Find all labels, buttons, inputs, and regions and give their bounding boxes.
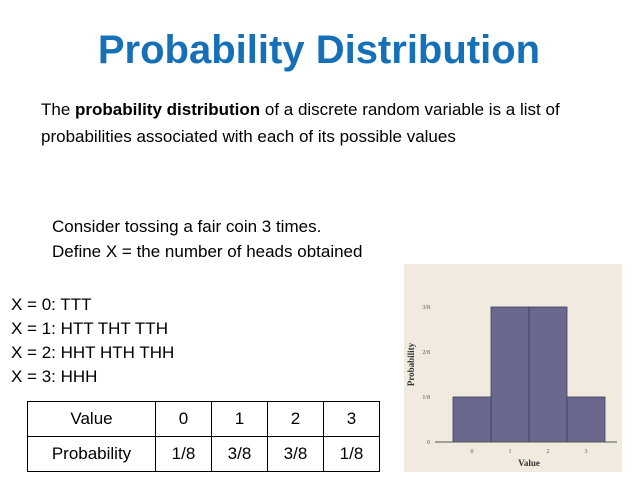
table-row-probability: Probability 1/8 3/8 3/8 1/8	[27, 436, 380, 472]
histogram-svg: 0 1/8 2/8 3/8 0 1 2 3 Value Probability	[406, 305, 617, 468]
outcomes-list: X = 0: TTT X = 1: HTT THT TTH X = 2: HHT…	[11, 293, 371, 389]
table-cell: 1/8	[323, 436, 380, 472]
bars-group	[452, 306, 606, 443]
definition-text: The probability distribution of a discre…	[41, 96, 601, 150]
table-cell: 2	[267, 401, 324, 437]
y-tick-label: 3/8	[422, 305, 430, 311]
table-cell: 1/8	[155, 436, 212, 472]
experiment-line-2: Define X = the number of heads obtained	[52, 242, 363, 261]
bar-3	[566, 396, 606, 443]
probability-histogram: 0 1/8 2/8 3/8 0 1 2 3 Value Probability	[404, 264, 622, 472]
outcome-x2: X = 2: HHT HTH THH	[11, 343, 175, 362]
y-axis-ticks: 0 1/8 2/8 3/8	[422, 305, 430, 446]
experiment-line-1: Consider tossing a fair coin 3 times.	[52, 217, 322, 236]
table-row-value: Value 0 1 2 3	[27, 401, 380, 437]
table-header-probability: Probability	[27, 436, 156, 472]
table-cell: 3/8	[267, 436, 324, 472]
bar-1	[490, 306, 530, 443]
definition-term: probability distribution	[75, 100, 261, 119]
probability-table: Value 0 1 2 3 Probability 1/8 3/8 3/8 1/…	[27, 401, 380, 472]
x-tick-label: 2	[547, 449, 550, 455]
table-cell: 0	[155, 401, 212, 437]
table-cell: 3	[323, 401, 380, 437]
x-axis-ticks: 0 1 2 3	[471, 449, 588, 455]
table-cell: 3/8	[211, 436, 268, 472]
y-tick-label: 0	[427, 440, 430, 446]
experiment-description: Consider tossing a fair coin 3 times. De…	[52, 214, 472, 264]
slide-title: Probability Distribution	[97, 28, 541, 72]
outcome-x0: X = 0: TTT	[11, 295, 92, 314]
x-tick-label: 3	[585, 449, 588, 455]
y-axis-label: Probability	[406, 342, 416, 386]
y-tick-label: 1/8	[422, 395, 430, 401]
definition-suffix: of a discrete random variable is a list …	[41, 100, 560, 146]
bar-0	[452, 396, 492, 443]
x-tick-label: 0	[471, 449, 474, 455]
outcome-x3: X = 3: HHH	[11, 367, 98, 386]
x-axis-label: Value	[518, 458, 540, 468]
y-tick-label: 2/8	[422, 350, 430, 356]
x-tick-label: 1	[509, 449, 512, 455]
outcome-x1: X = 1: HTT THT TTH	[11, 319, 168, 338]
table-header-value: Value	[27, 401, 156, 437]
bar-2	[528, 306, 568, 443]
table-cell: 1	[211, 401, 268, 437]
definition-prefix: The	[41, 100, 76, 119]
